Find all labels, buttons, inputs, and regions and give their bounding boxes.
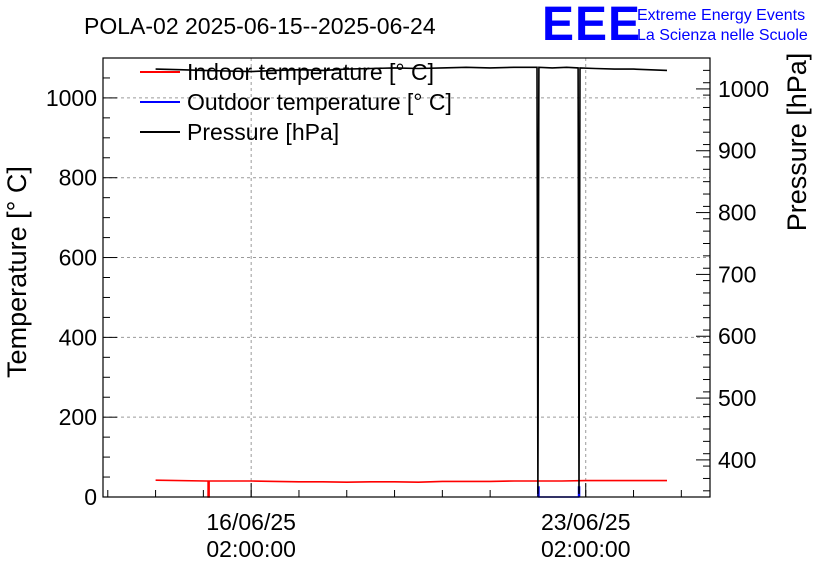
- eee-logo-mark: EEE: [542, 0, 641, 51]
- eee-logo-line2: La Scienza nelle Scuole: [637, 27, 808, 44]
- x-tick-label-time: 02:00:00: [541, 536, 631, 562]
- eee-logo-line1: Extreme Energy Events: [637, 7, 805, 24]
- legend-label-2: Pressure [hPa]: [187, 119, 339, 145]
- series-line-0: [155, 479, 667, 498]
- y-tick-label: 800: [59, 165, 97, 191]
- series-line-1: [537, 486, 581, 498]
- y2-tick-label: 600: [718, 323, 756, 349]
- legend-label-1: Outdoor temperature [° C]: [187, 89, 452, 115]
- legend-label-0: Indoor temperature [° C]: [187, 59, 434, 85]
- y2-tick-label: 400: [718, 447, 756, 473]
- y2-tick-label: 1000: [718, 76, 769, 102]
- y-axis-title: Temperature [° C]: [2, 166, 32, 378]
- eee-logo: EEE Extreme Energy Events La Scienza nel…: [542, 0, 808, 51]
- x-tick-label-date: 23/06/25: [541, 509, 631, 535]
- y2-tick-label: 900: [718, 138, 756, 164]
- y2-tick-label: 500: [718, 385, 756, 411]
- y2-axis-title: Pressure [hPa]: [782, 53, 812, 232]
- axes: 0 200 400 600 800 1000 400 500 600 700 800 900 1000 1…: [46, 69, 769, 562]
- y-tick-label: 400: [59, 324, 97, 350]
- series-line-2: [155, 66, 668, 494]
- chart-title: POLA-02 2025-06-15--2025-06-24: [84, 13, 436, 39]
- x-tick-label-time: 02:00:00: [206, 536, 296, 562]
- y-tick-label: 0: [84, 484, 97, 510]
- grid: [103, 58, 710, 497]
- y2-tick-label: 700: [718, 261, 756, 287]
- legend: Indoor temperature [° C] Outdoor temperat…: [140, 59, 452, 145]
- y-tick-label: 600: [59, 245, 97, 271]
- y-tick-label: 1000: [46, 85, 97, 111]
- y2-tick-label: 800: [718, 200, 756, 226]
- x-tick-label-date: 16/06/25: [206, 509, 296, 535]
- y-tick-label: 200: [59, 404, 97, 430]
